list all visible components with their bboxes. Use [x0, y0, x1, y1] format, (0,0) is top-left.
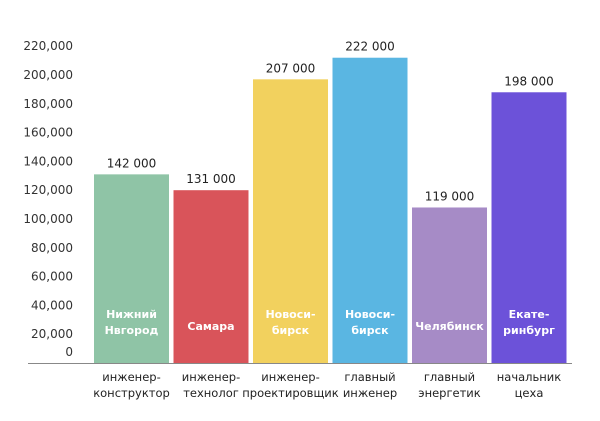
- x-tick-label: технолог: [183, 386, 239, 400]
- bar-city-label: ринбург: [503, 324, 555, 337]
- bar: [94, 174, 169, 363]
- x-tick-label: проектировщик: [242, 386, 338, 400]
- y-tick-label: 140,000: [23, 154, 73, 168]
- bar-city-label: Новоси-: [345, 308, 395, 321]
- bar-city-label: Новоси-: [265, 308, 315, 321]
- y-tick-label: 80,000: [31, 241, 73, 255]
- x-tick-label: инженер-: [182, 370, 240, 384]
- y-tick-label: 100,000: [23, 212, 73, 226]
- bar-city-label: Нижний: [106, 308, 157, 321]
- bar: [332, 57, 408, 363]
- x-tick-label: главный: [424, 370, 475, 384]
- bar-city-label: Самара: [187, 320, 234, 333]
- y-tick-label: 120,000: [23, 183, 73, 197]
- y-tick-label: 180,000: [23, 97, 73, 111]
- x-tick-label: инженер-: [102, 370, 160, 384]
- bar: [253, 79, 328, 363]
- x-tick-label: цеха: [515, 386, 544, 400]
- y-tick-label: 0: [65, 345, 73, 359]
- x-tick-label: энергетик: [418, 386, 480, 400]
- y-tick-label: 60,000: [31, 270, 73, 284]
- bar: [412, 207, 487, 363]
- x-tick-label: начальник: [497, 370, 562, 384]
- x-tick-label: конструктор: [93, 386, 170, 400]
- value-label: 207 000: [266, 61, 316, 75]
- value-label: 222 000: [345, 40, 395, 54]
- bar-city-label: Нвгород: [105, 324, 159, 337]
- y-tick-label: 200,000: [23, 68, 73, 82]
- value-label: 142 000: [107, 156, 157, 170]
- bar: [491, 92, 567, 363]
- value-label: 131 000: [186, 172, 236, 186]
- bar-city-label: бирск: [351, 324, 389, 337]
- bar-city-label: Челябинск: [415, 320, 484, 333]
- y-tick-label: 40,000: [31, 298, 73, 312]
- x-tick-label: инженер: [343, 386, 397, 400]
- bar-city-label: Екате-: [509, 308, 550, 321]
- x-tick-label: главный: [344, 370, 395, 384]
- y-tick-label: 220,000: [23, 39, 73, 53]
- bar-city-label: бирск: [272, 324, 310, 337]
- value-label: 119 000: [425, 189, 475, 203]
- y-tick-label: 160,000: [23, 126, 73, 140]
- bar: [173, 190, 249, 363]
- y-tick-label: 20,000: [31, 327, 73, 341]
- x-tick-label: инженер-: [261, 370, 319, 384]
- value-label: 198 000: [504, 74, 554, 88]
